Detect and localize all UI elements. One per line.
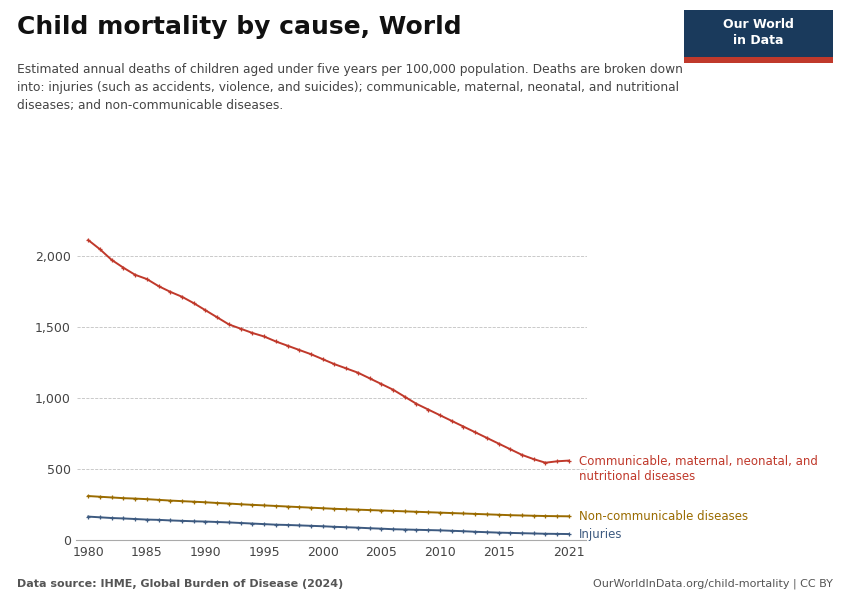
Text: Injuries: Injuries <box>579 527 622 541</box>
Text: Our World: Our World <box>723 19 794 31</box>
Text: in Data: in Data <box>734 34 784 47</box>
Text: Non-communicable diseases: Non-communicable diseases <box>579 510 748 523</box>
Text: Estimated annual deaths of children aged under five years per 100,000 population: Estimated annual deaths of children aged… <box>17 63 683 112</box>
Text: Data source: IHME, Global Burden of Disease (2024): Data source: IHME, Global Burden of Dise… <box>17 579 343 589</box>
Text: Communicable, maternal, neonatal, and
nutritional diseases: Communicable, maternal, neonatal, and nu… <box>579 455 818 482</box>
Text: Child mortality by cause, World: Child mortality by cause, World <box>17 15 462 39</box>
Text: OurWorldInData.org/child-mortality | CC BY: OurWorldInData.org/child-mortality | CC … <box>593 578 833 589</box>
